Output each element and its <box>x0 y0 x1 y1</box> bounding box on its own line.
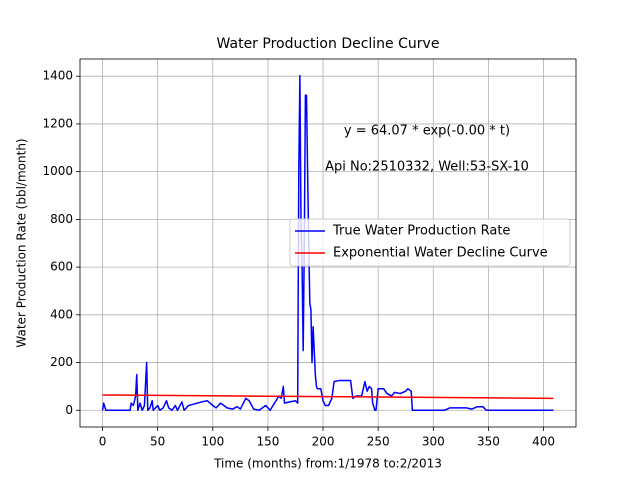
x-tick-label: 400 <box>532 435 555 449</box>
x-tick-label: 250 <box>367 435 390 449</box>
data-line <box>102 394 554 400</box>
y-tick-label: 600 <box>50 260 73 274</box>
annotation: Api No:2510332, Well:53-SX-10 <box>325 160 529 175</box>
data-line <box>101 74 554 412</box>
y-tick-label: 1400 <box>42 69 73 83</box>
x-tick-label: 50 <box>150 435 165 449</box>
x-tick-label: 150 <box>256 435 279 449</box>
x-axis-label: Time (months) from:1/1978 to:2/2013 <box>213 457 442 471</box>
x-tick-label: 350 <box>477 435 500 449</box>
chart-title: Water Production Decline Curve <box>217 36 440 52</box>
legend-label: Exponential Water Decline Curve <box>333 246 548 261</box>
x-tick-label: 200 <box>312 435 335 449</box>
axes-frame <box>79 58 577 428</box>
annotation: y = 64.07 * exp(-0.00 * t) <box>344 124 510 139</box>
legend-box <box>289 218 571 267</box>
y-tick-label: 1000 <box>42 164 73 178</box>
y-axis-label: Water Production Rate (bbl/month) <box>15 138 29 347</box>
y-tick-label: 0 <box>65 403 73 417</box>
x-tick-label: 100 <box>201 435 224 449</box>
y-tick-label: 200 <box>50 355 73 369</box>
x-tick-label: 300 <box>422 435 445 449</box>
x-tick-label: 0 <box>99 435 107 449</box>
y-tick-label: 1200 <box>42 116 73 130</box>
y-tick-label: 400 <box>50 307 73 321</box>
y-tick-label: 800 <box>50 212 73 226</box>
legend-label: True Water Production Rate <box>332 224 510 239</box>
